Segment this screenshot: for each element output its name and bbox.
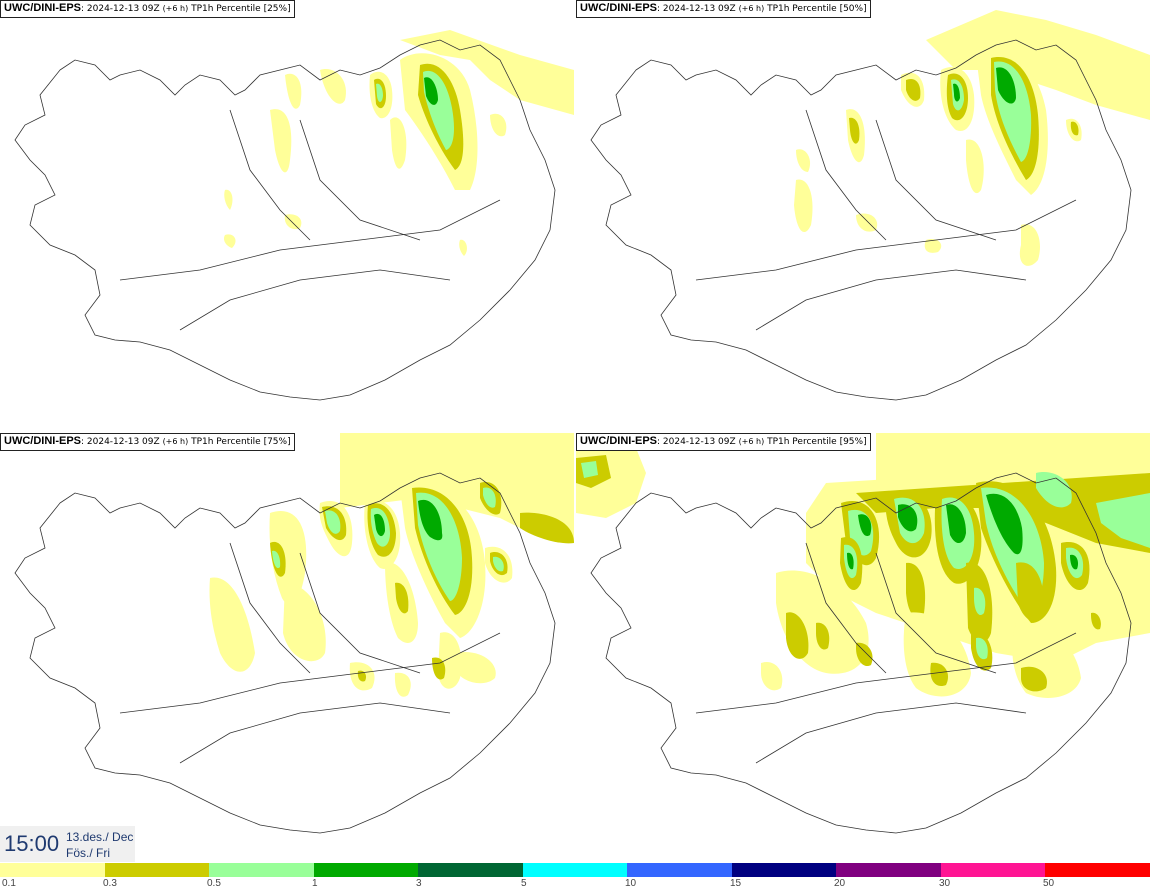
colorbar-label: 15: [730, 878, 742, 889]
colorbar-label: 20: [834, 878, 846, 889]
colorbar-label: 30: [939, 878, 951, 889]
colorbar-segment: [627, 863, 732, 877]
colorbar-label: 50: [1043, 878, 1055, 889]
valid-time-box: 15:00 13.des./ Dec Fös./ Fri: [0, 826, 135, 862]
panel-title: UWC/DINI-EPS: 2024-12-13 09Z (+6 h) TP1h…: [0, 0, 295, 18]
precip-field: [223, 30, 574, 256]
precip-map: [576, 433, 1150, 834]
precip-field: [209, 433, 574, 697]
panel-title: UWC/DINI-EPS: 2024-12-13 09Z (+6 h) TP1h…: [576, 433, 871, 451]
precip-map: [14, 433, 574, 834]
colorbar-label: 3: [416, 878, 422, 889]
colorbar-segment: [209, 863, 314, 877]
valid-date-line2: Fös./ Fri: [66, 846, 110, 860]
colorbar-label: 0.5: [207, 878, 221, 889]
iceland-outline: [590, 39, 1132, 401]
colorbar-segment: [731, 863, 837, 877]
colorbar-segment: [1045, 863, 1150, 877]
map-panel-p75: UWC/DINI-EPS: 2024-12-13 09Z (+6 h) TP1h…: [0, 433, 574, 862]
iceland-outline: [590, 472, 1132, 834]
valid-time: 15:00: [4, 831, 60, 856]
precip-field: [794, 10, 1150, 266]
panel-title: UWC/DINI-EPS: 2024-12-13 09Z (+6 h) TP1h…: [0, 433, 295, 451]
colorbar-label: 5: [521, 878, 527, 889]
colorbar-label: 1: [312, 878, 318, 889]
precip-colorbar: [0, 863, 1150, 877]
colorbar-segment: [522, 863, 628, 877]
map-panel-p95: UWC/DINI-EPS: 2024-12-13 09Z (+6 h) TP1h…: [576, 433, 1150, 862]
precip-field: [576, 433, 1150, 698]
valid-date-line1: 13.des./ Dec: [66, 830, 134, 844]
colorbar-segment: [836, 863, 941, 877]
colorbar-segment: [418, 863, 523, 877]
panel-title: UWC/DINI-EPS: 2024-12-13 09Z (+6 h) TP1h…: [576, 0, 871, 18]
colorbar-segment: [313, 863, 419, 877]
colorbar-label: 10: [625, 878, 637, 889]
colorbar-segment: [104, 863, 210, 877]
iceland-outline: [14, 39, 556, 401]
map-panel-p25: UWC/DINI-EPS: 2024-12-13 09Z (+6 h) TP1h…: [0, 0, 574, 429]
colorbar-segment: [0, 863, 105, 877]
precip-map: [590, 10, 1150, 401]
colorbar-label: 0.3: [103, 878, 117, 889]
colorbar-segment: [940, 863, 1046, 877]
map-panel-p50: UWC/DINI-EPS: 2024-12-13 09Z (+6 h) TP1h…: [576, 0, 1150, 429]
colorbar-label: 0.1: [2, 878, 16, 889]
iceland-outline: [14, 472, 556, 834]
precip-map: [14, 30, 574, 401]
